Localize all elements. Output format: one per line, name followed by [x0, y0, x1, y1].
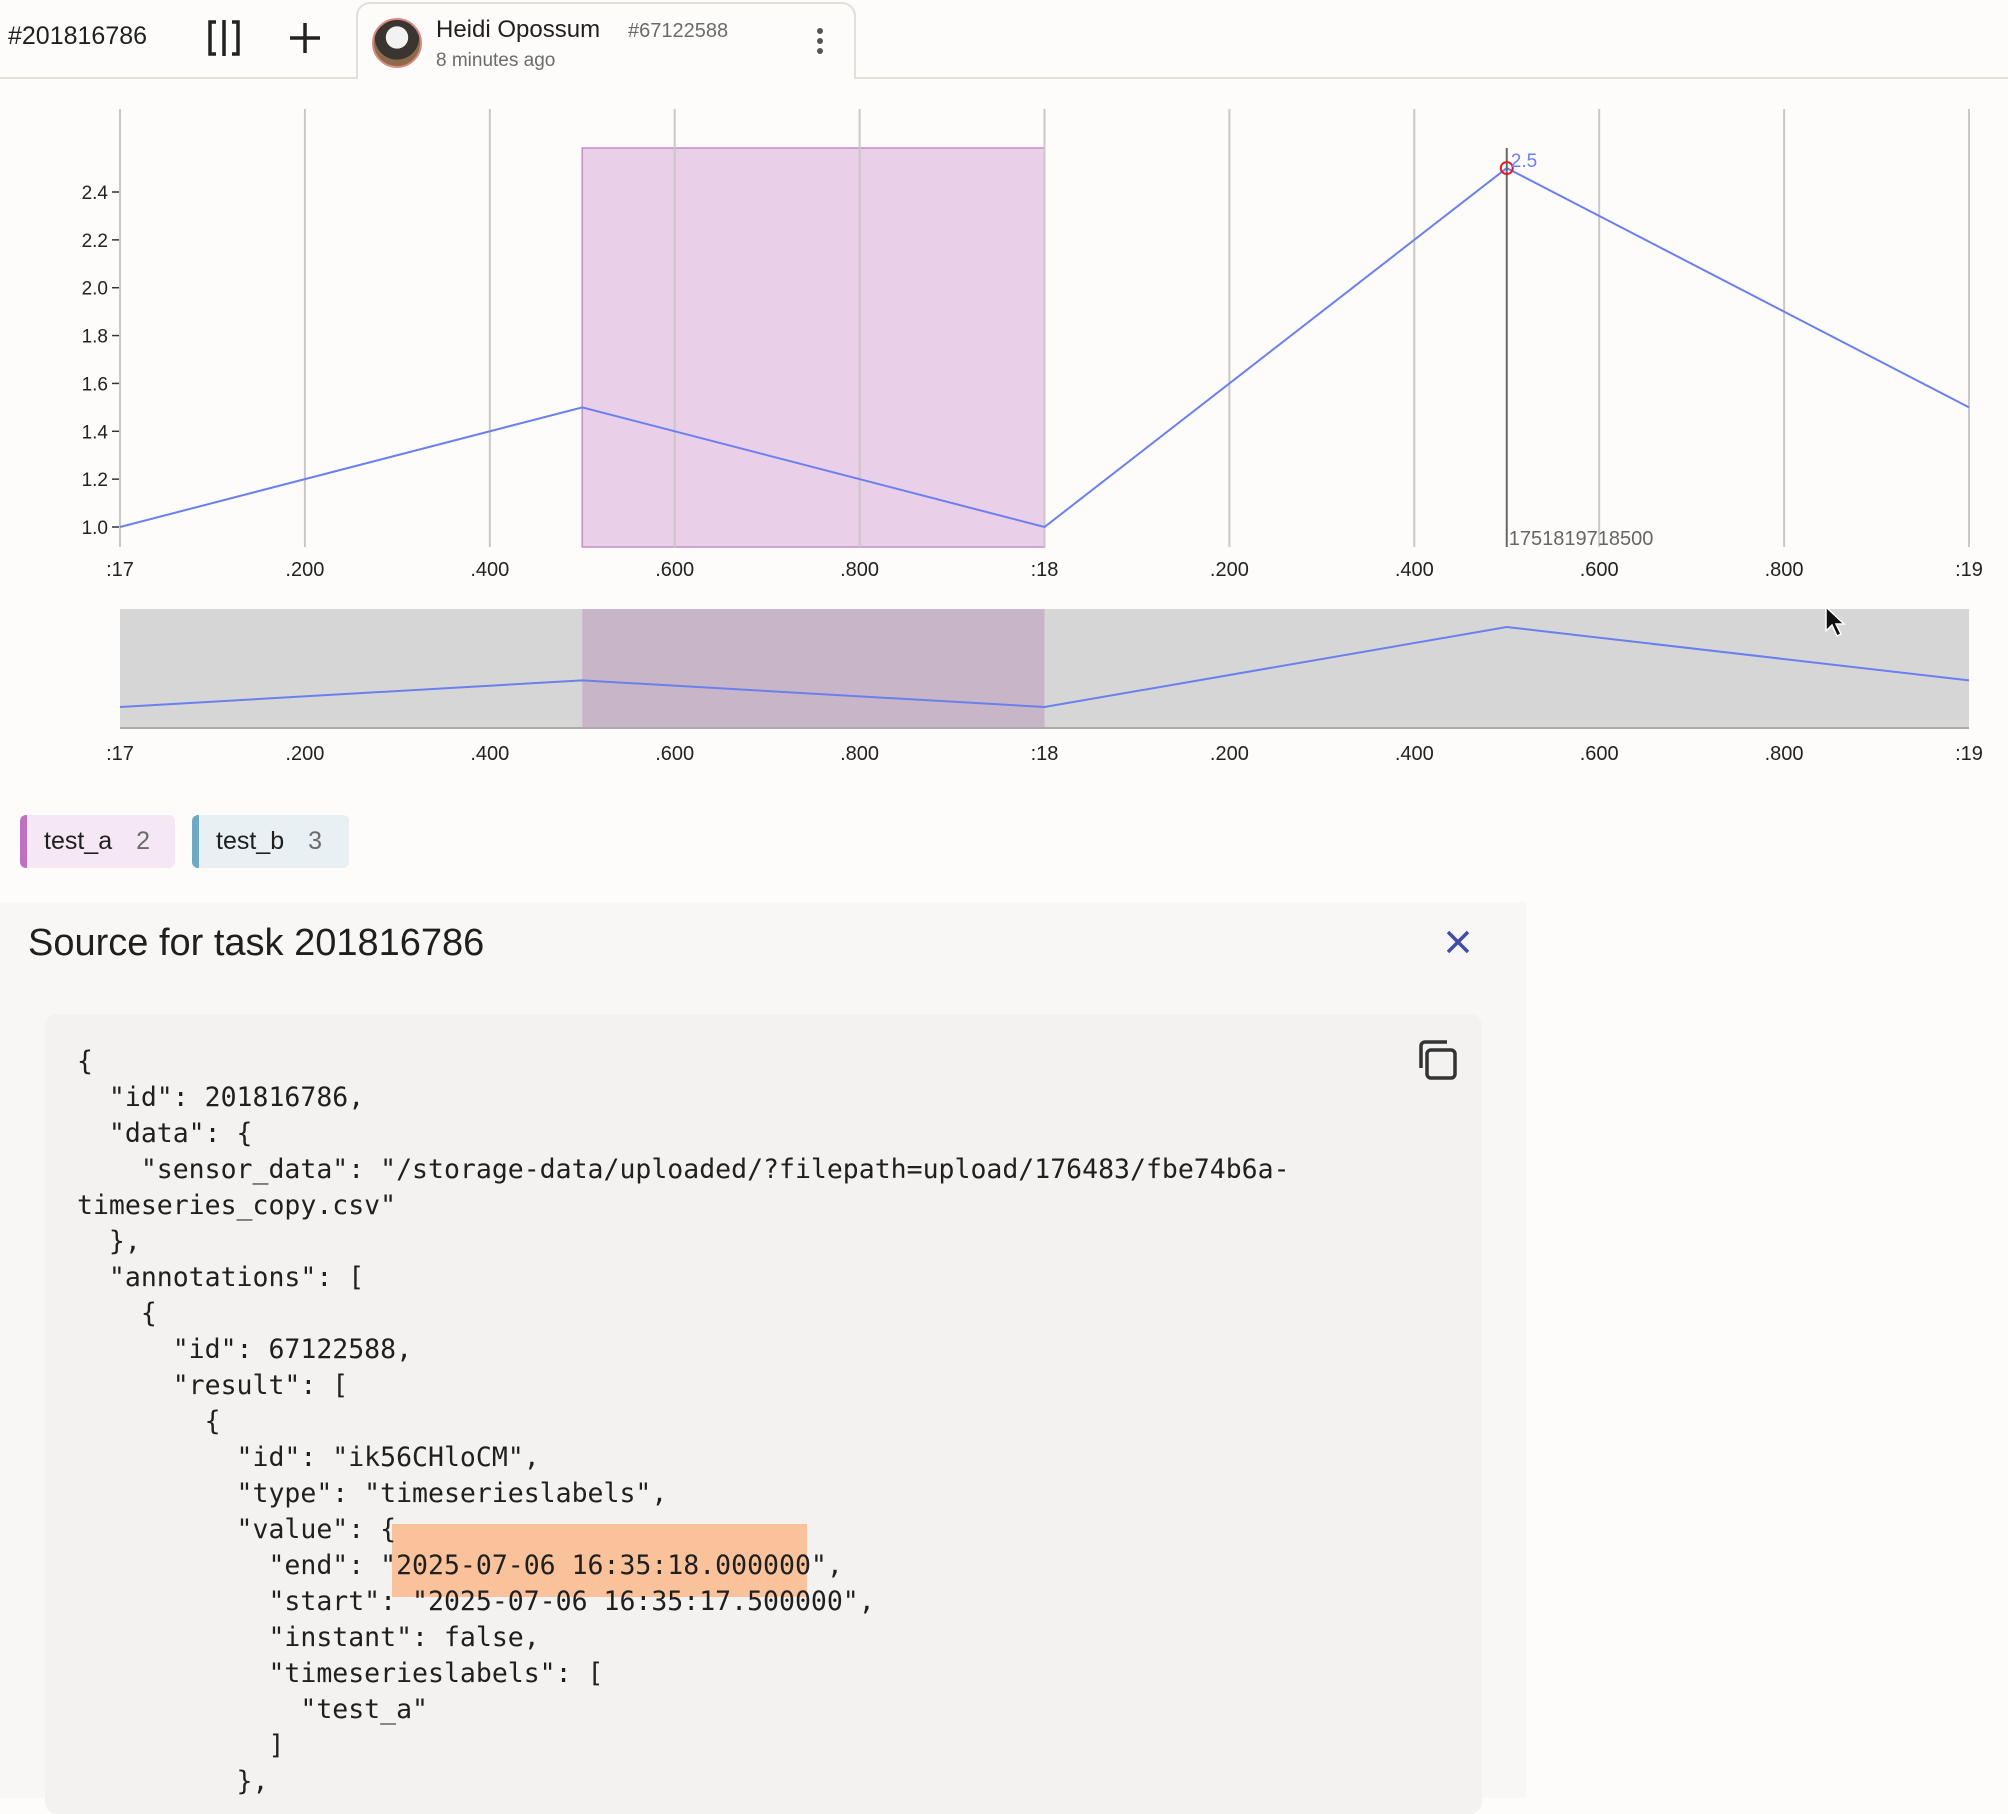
code-line: { [77, 1298, 157, 1329]
y-tick-label: 1.6 [82, 374, 108, 395]
code-line: timeseries_copy.csv" [77, 1190, 397, 1221]
hover-marker [1499, 161, 1514, 176]
x-tick-label: .600 [1580, 559, 1619, 581]
legend-label: test_b [216, 827, 285, 855]
source-json: { "id": 201816786, "data": { "sensor_dat… [77, 1044, 1290, 1800]
overview-x-tick-label: .600 [1580, 743, 1619, 765]
more-options-icon[interactable] [808, 24, 832, 64]
y-tick-label: 2.4 [82, 183, 109, 204]
code-line: }, [77, 1226, 141, 1257]
overview-x-tick-label: .200 [1210, 743, 1249, 765]
code-line: "instant": false, [77, 1622, 540, 1653]
hover-value-label: 2.5 [1511, 151, 1537, 172]
panel-title: Source for task 201816786 [28, 922, 485, 964]
legend-count: 3 [308, 827, 323, 855]
annotation-id: #67122588 [628, 20, 729, 42]
x-tick-label: .400 [1395, 559, 1434, 581]
legend-chip-test_b[interactable]: test_b 3 [192, 815, 349, 868]
x-tick-label: .400 [470, 559, 509, 581]
overview-series-line [119, 626, 1970, 709]
code-line: "annotations": [ [77, 1262, 365, 1293]
overview-x-tick-label: .800 [840, 743, 879, 765]
split-view-icon [208, 20, 240, 56]
y-tick-label: 1.8 [82, 327, 108, 348]
x-tick-label: :19 [1955, 559, 1983, 581]
x-tick-label: .200 [285, 559, 324, 581]
region-test_a [581, 147, 1046, 548]
close-icon [1446, 930, 1470, 954]
code-line: { [77, 1046, 93, 1077]
code-line: { [77, 1406, 221, 1437]
code-line: ] [77, 1730, 285, 1761]
hover-time-label: 1751819718500 [1509, 528, 1654, 550]
overview-x-tick-label: .600 [655, 743, 694, 765]
user-name: Heidi Opossum [436, 16, 601, 43]
add-annotation-button[interactable] [281, 14, 329, 62]
x-tick-label: .600 [655, 559, 694, 581]
overview-region [582, 609, 1045, 727]
y-tick-label: 2.2 [82, 231, 108, 252]
x-tick-label: .200 [1210, 559, 1249, 581]
overview-x-tick-label: :18 [1031, 743, 1059, 765]
code-line: "value": { [77, 1514, 397, 1545]
code-line: "id": 67122588, [77, 1334, 413, 1365]
y-tick-label: 1.4 [82, 422, 109, 443]
code-line: "test_a" [77, 1694, 428, 1725]
toggle-split-button[interactable] [200, 14, 248, 62]
legend-count: 2 [136, 827, 151, 855]
time-ago: 8 minutes ago [436, 50, 556, 71]
overview-x-tick-label: .800 [1765, 743, 1804, 765]
source-panel: Source for task 201816786 { "id": 201816… [0, 902, 1526, 1814]
legend-label: test_a [44, 827, 113, 855]
overview-x-tick-label: .400 [1395, 743, 1434, 765]
plus-icon [290, 23, 320, 53]
highlight-end [392, 1524, 807, 1560]
code-line: "id": 201816786, [77, 1082, 365, 1113]
series-line [119, 166, 1970, 529]
code-line: "start": "2025-07-06 16:35:17.500000", [77, 1586, 875, 1617]
task-id: #201816786 [8, 22, 148, 50]
overview-x-tick-label: .200 [285, 743, 324, 765]
legend-chip-test_a[interactable]: test_a 2 [20, 815, 175, 868]
avatar [372, 18, 422, 68]
code-line: "end": "2025-07-06 16:35:18.000000", [77, 1550, 843, 1581]
code-line: "sensor_data": "/storage-data/uploaded/?… [77, 1154, 1290, 1185]
code-line: }, [77, 1766, 269, 1797]
code-line: "type": "timeserieslabels", [77, 1478, 668, 1509]
timeseries-chart[interactable]: :17 :17 .200 .200 .400 .400 .600 .600 .800 .800 :1… [0, 0, 2008, 800]
close-button[interactable] [1440, 924, 1476, 960]
x-tick-label: :17 [106, 559, 134, 581]
overview-x-tick-label: .400 [470, 743, 509, 765]
x-tick-label: :18 [1031, 559, 1059, 581]
code-line: "result": [ [77, 1370, 349, 1401]
y-tick-label: 1.0 [82, 518, 108, 539]
x-tick-label: .800 [840, 559, 879, 581]
code-line: "timeserieslabels": [ [77, 1658, 604, 1689]
code-block: { "id": 201816786, "data": { "sensor_dat… [45, 1014, 1482, 1814]
code-line: "data": { [77, 1118, 253, 1149]
overview-x-tick-label: :19 [1955, 743, 1983, 765]
overview-x-tick-label: :17 [106, 743, 134, 765]
annotation-tab[interactable]: Heidi Opossum #67122588 8 minutes ago [356, 2, 856, 79]
code-line: "id": "ik56CHloCM", [77, 1442, 540, 1473]
y-tick-label: 2.0 [82, 279, 108, 300]
y-tick-label: 1.2 [82, 470, 108, 491]
top-bar: #201816786 Heidi Opossum #67122588 8 min… [0, 0, 2008, 79]
copy-button[interactable] [1413, 1036, 1461, 1084]
x-tick-label: .800 [1765, 559, 1804, 581]
highlight-start [392, 1560, 807, 1597]
copy-icon [1419, 1040, 1457, 1080]
mouse-cursor-icon [1825, 605, 1846, 638]
